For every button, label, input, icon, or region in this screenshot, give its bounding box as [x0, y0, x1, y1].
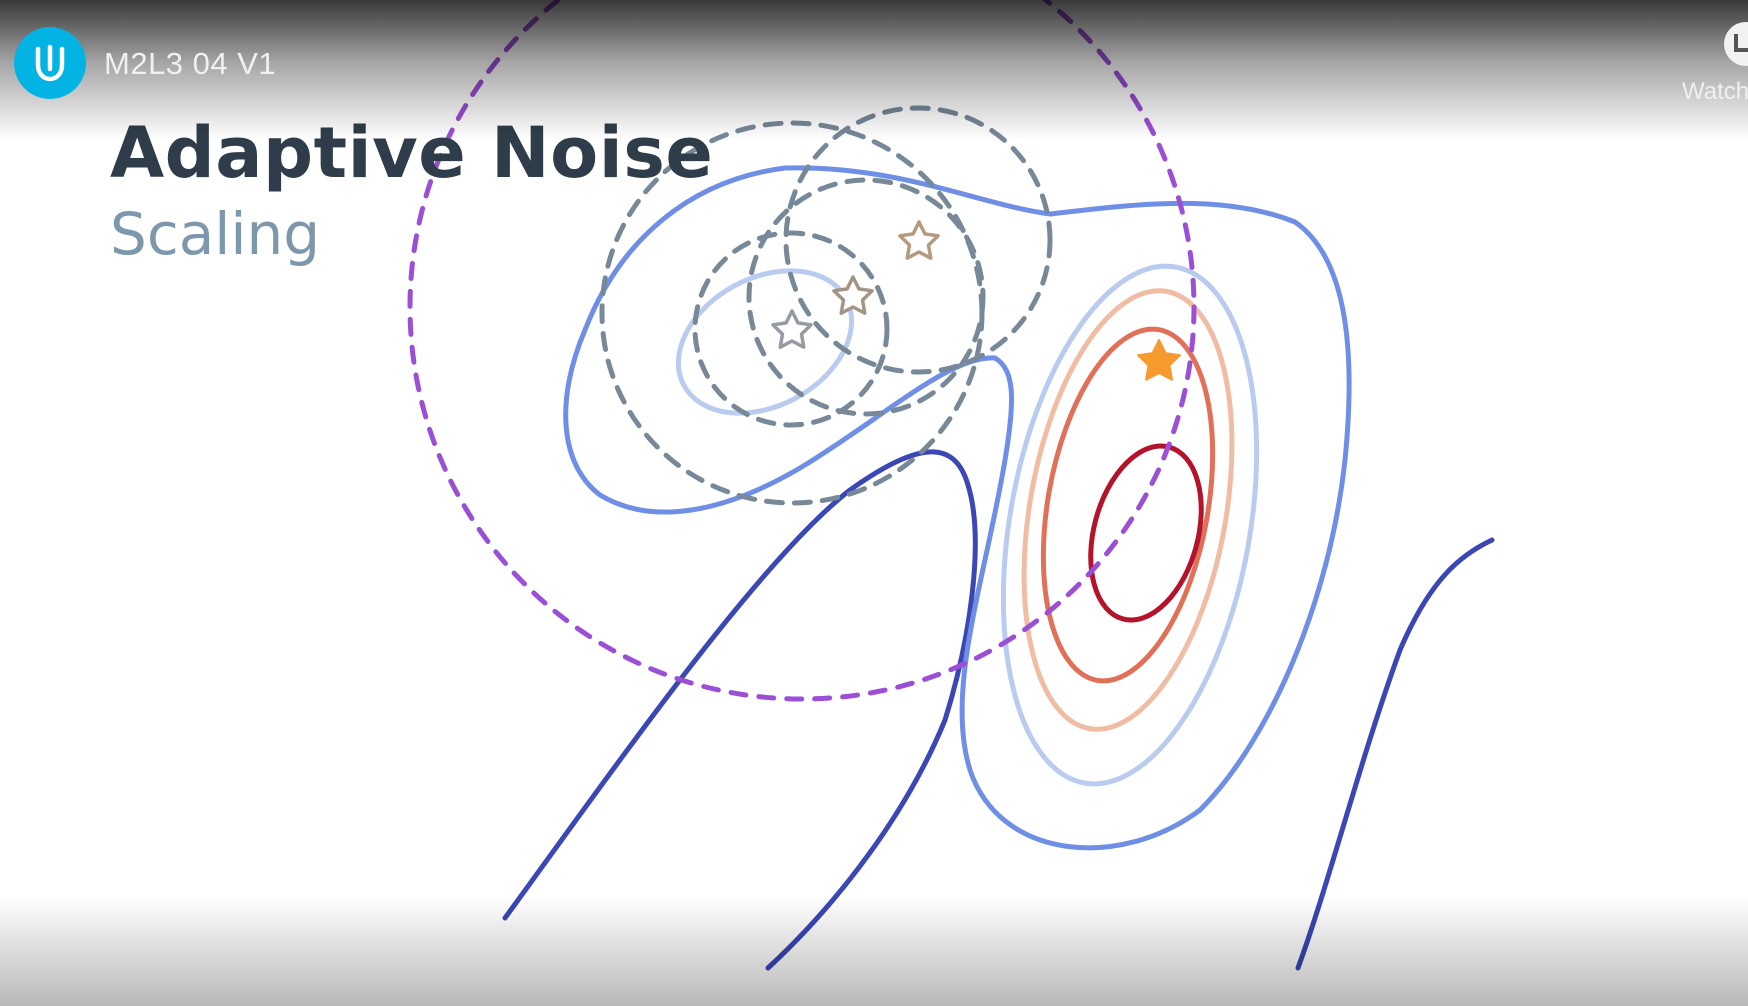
- sample-circle-small: [692, 230, 890, 428]
- contour-dark-blue-right: [1295, 537, 1495, 971]
- contour-dark-blue-left: [502, 449, 978, 971]
- channel-avatar[interactable]: [14, 27, 86, 99]
- outline-star-icon: [771, 309, 813, 349]
- sample-stars: [771, 220, 940, 349]
- outline-star-icon: [832, 275, 874, 315]
- slide-subtitle: Scaling: [110, 200, 321, 268]
- contour-peach: [1021, 288, 1235, 732]
- video-title[interactable]: M2L3 04 V1: [104, 46, 277, 81]
- watch-later-button[interactable]: Watch: [1682, 22, 1748, 112]
- filled-star-icon: [1137, 339, 1181, 381]
- udacity-logo-icon: [35, 44, 65, 82]
- contour-blue-outer: [563, 165, 1352, 851]
- watch-later-label: Watch: [1682, 78, 1748, 105]
- contour-light-blue-right: [1000, 263, 1260, 787]
- contour-orange-red: [1040, 326, 1216, 684]
- search-radius-circle: [407, 0, 1197, 702]
- contour-dark-red: [1088, 443, 1204, 623]
- outline-star-icon: [898, 220, 940, 260]
- slide-title: Adaptive Noise: [110, 112, 714, 194]
- clock-icon: [1724, 22, 1748, 66]
